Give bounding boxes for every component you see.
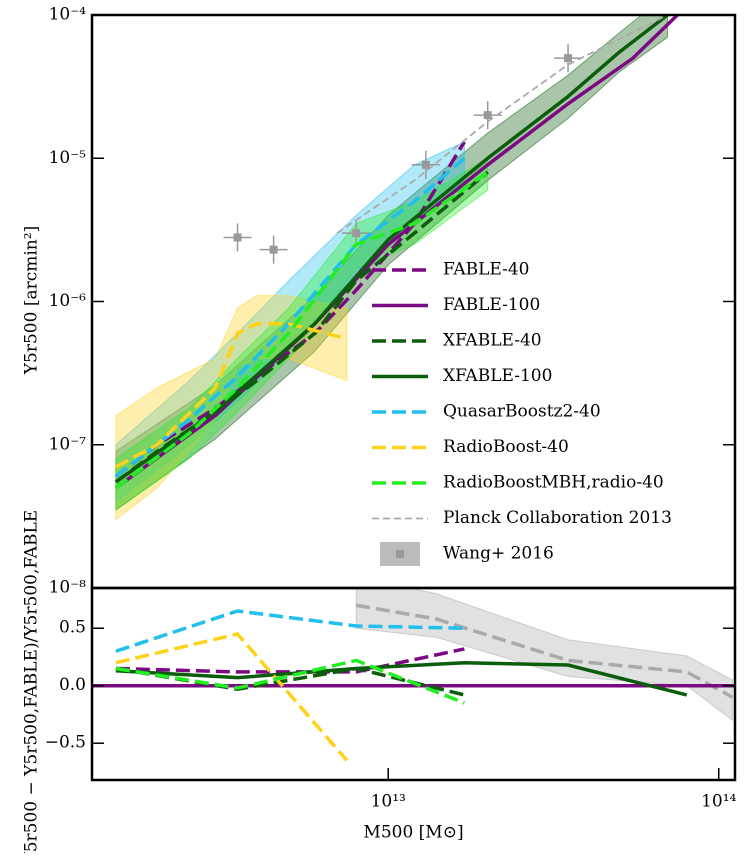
point	[269, 245, 278, 254]
y-tick-label: 10⁻⁶	[49, 291, 87, 311]
series-line	[115, 321, 348, 469]
plot-area	[114, 15, 679, 521]
y-axis-label: Y5r500 [arcmin²]	[22, 226, 42, 375]
error-band	[355, 588, 733, 722]
legend-label: RadioBoost-40	[443, 437, 569, 457]
plot-area	[92, 588, 735, 762]
x-tick-label: 10¹³	[371, 792, 406, 812]
axes-frame	[90, 13, 737, 590]
point	[564, 54, 573, 63]
legend-label: QuasarBoostz2-40	[443, 402, 601, 422]
point	[233, 233, 242, 242]
legend-swatch	[396, 550, 404, 558]
series-line	[115, 658, 466, 705]
series-line	[114, 170, 489, 490]
y-axis-label: (Y5r500 − Y5r500,FABLE)/Y5r500,FABLE	[22, 510, 42, 853]
y-tick-label: 0.0	[59, 675, 86, 695]
legend-label: Wang+ 2016	[443, 544, 554, 564]
series-line	[115, 609, 465, 653]
y-tick-label: −0.5	[45, 733, 86, 753]
y-tick-label: 10⁻⁴	[49, 5, 87, 25]
series-line	[115, 660, 688, 697]
y-tick-label: 10⁻⁷	[49, 434, 87, 454]
series-line	[115, 632, 349, 762]
legend-label: FABLE-40	[443, 260, 529, 280]
x-axis-label: M500 [M⊙]	[363, 823, 463, 843]
series-line	[336, 15, 668, 234]
y-tick-label: 10⁻⁸	[49, 578, 87, 598]
point	[421, 160, 430, 169]
legend-label: XFABLE-100	[443, 366, 552, 386]
y-tick-label: 0.5	[59, 618, 86, 638]
legend-label: XFABLE-40	[443, 331, 542, 351]
legend-label: Planck Collaboration 2013	[443, 508, 672, 528]
series-line	[115, 647, 465, 674]
point	[352, 229, 361, 238]
x-tick-label: 10¹⁴	[701, 792, 736, 812]
legend-label: FABLE-100	[443, 295, 540, 315]
point	[483, 111, 492, 120]
y-tick-label: 10⁻⁵	[49, 148, 87, 168]
legend-label: RadioBoostMBH,radio-40	[443, 473, 664, 493]
axes-frame	[90, 586, 737, 782]
series-line	[114, 15, 669, 484]
